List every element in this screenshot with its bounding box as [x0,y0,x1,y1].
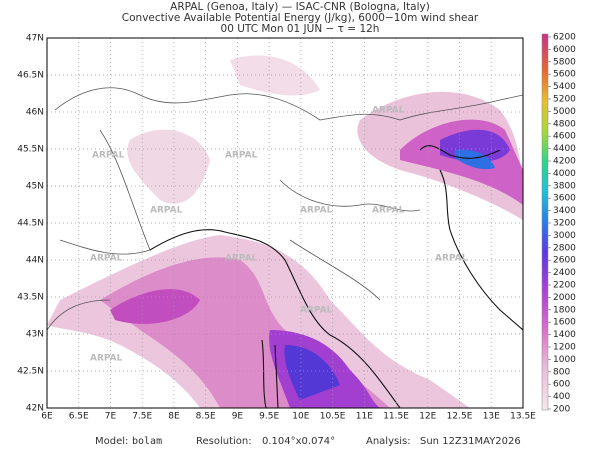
colorbar-label: 4800 [553,119,576,129]
watermark: ARPAL [92,151,125,161]
footer-label: Analysis: [366,436,411,447]
colorbar-label: 200 [553,405,570,415]
lat-label: 46N [26,108,44,118]
colorbar-label: 3200 [553,219,576,229]
lat-label: 44.5N [17,219,44,229]
colorbar-label: 5600 [553,70,576,80]
lon-label: 8E [168,412,180,422]
footer-label: Resolution: [196,436,252,447]
lon-label: 10.5E [320,412,346,422]
colorbar-label: 600 [553,380,570,390]
watermark: ARPAL [90,354,123,364]
lon-label: 10E [292,412,309,422]
colorbar-label: 1000 [553,355,576,365]
lon-label: 13.5E [510,412,536,422]
footer-label: Model: [95,436,128,447]
title-line: ARPAL (Genoa, Italy) — ISAC-CNR (Bologna… [170,1,430,13]
lon-label: 13E [483,412,500,422]
lon-label: 11.5E [383,412,409,422]
lat-label: 44N [26,256,44,266]
lat-label: 47N [26,34,44,44]
colorbar-label: 3000 [553,231,576,241]
colorbar-label: 2000 [553,293,576,303]
lon-label: 9E [232,412,244,422]
watermark: ARPAL [150,206,183,216]
map-field [47,38,523,408]
graticule [47,38,523,408]
lat-label: 43N [26,330,44,340]
footer-value: 0.104°x0.074° [262,436,335,447]
watermark: ARPAL [372,206,405,216]
footer-value: Sun 12Z31MAY2026 [420,436,521,447]
colorbar-label: 4200 [553,157,576,167]
lon-label: 7E [105,412,117,422]
colorbar-label: 5000 [553,107,576,117]
watermark: ARPAL [300,306,333,316]
colorbar-label: 4600 [553,132,576,142]
lon-label: 8.5E [196,412,216,422]
lat-label: 45.5N [17,145,44,155]
lon-label: 7.5E [132,412,152,422]
colorbar-label: 6000 [553,45,576,55]
colorbar-label: 2600 [553,256,576,266]
watermarks: ARPAL ARPAL ARPAL ARPAL ARPAL ARPAL ARPA… [90,106,468,364]
lon-label: 12E [419,412,436,422]
colorbar-label: 2800 [553,243,576,253]
lon-label: 11E [356,412,373,422]
lat-label: 42N [26,404,44,414]
colorbar-label: 6200 [553,33,576,43]
lon-label: 12.5E [447,412,473,422]
colorbar-label: 3400 [553,206,576,216]
lat-label: 46.5N [17,71,44,81]
watermark: ARPAL [435,254,468,264]
colorbar [541,33,549,411]
lat-label: 45N [26,182,44,192]
colorbar-label: 1400 [553,330,576,340]
colorbar-label: 2400 [553,268,576,278]
colorbar-label: 3800 [553,181,576,191]
colorbar-label: 4000 [553,169,576,179]
colorbar-label: 5800 [553,57,576,67]
title-line: 00 UTC Mon 01 JUN − τ = 12h [221,23,380,35]
watermark: ARPAL [372,106,405,116]
colorbar-label: 800 [553,367,570,377]
lat-label: 43.5N [17,293,44,303]
title-line: Convective Available Potential Energy (J… [122,12,479,24]
colorbar-label: 1200 [553,343,576,353]
watermark: ARPAL [300,206,333,216]
colorbar-label: 400 [553,392,570,402]
watermark: ARPAL [225,254,258,264]
colorbar-label: 4400 [553,144,576,154]
watermark: ARPAL [90,254,123,264]
map-frame [46,37,524,409]
lon-label: 9.5E [259,412,279,422]
colorbar-label: 5400 [553,82,576,92]
watermark: ARPAL [225,151,258,161]
lat-label: 42.5N [17,367,44,377]
lon-label: 6.5E [69,412,89,422]
colorbar-label: 2200 [553,281,576,291]
colorbar-label: 5200 [553,95,576,105]
footer-value: bolam [132,436,162,447]
colorbar-label: 3600 [553,194,576,204]
colorbar-label: 1800 [553,305,576,315]
colorbar-label: 1600 [553,318,576,328]
lon-label: 6E [41,412,53,422]
